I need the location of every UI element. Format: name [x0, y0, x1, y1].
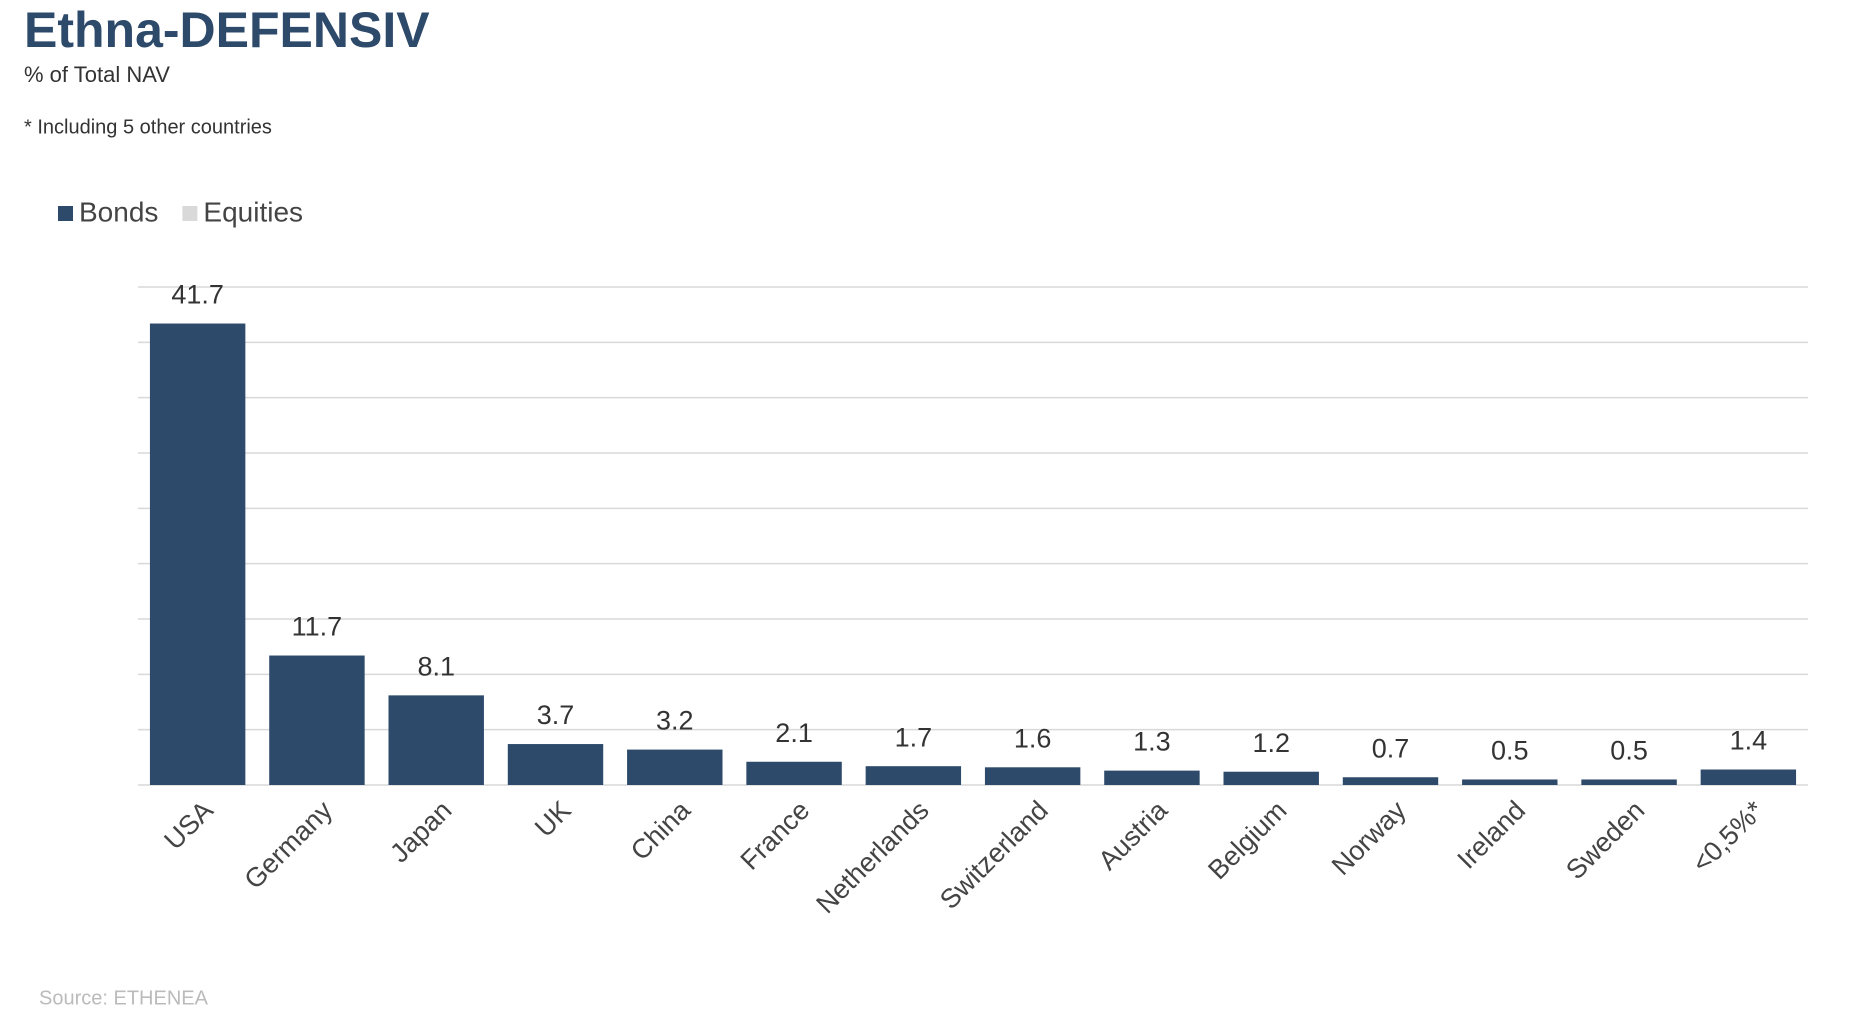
- data-label: 1.7: [895, 722, 933, 752]
- data-label: 41.7: [171, 280, 224, 310]
- annotation: * Including 5 other countries: [24, 116, 272, 138]
- x-tick-label: Switzerland: [934, 795, 1054, 915]
- x-tick-label: Austria: [1093, 794, 1174, 875]
- data-label: 0.5: [1491, 736, 1529, 766]
- x-tick-label: Ireland: [1451, 795, 1531, 875]
- data-label: 0.7: [1372, 733, 1410, 763]
- legend-swatch: [58, 206, 73, 221]
- data-label: 3.7: [537, 700, 575, 730]
- data-label: 3.2: [656, 706, 694, 736]
- x-tick-label: China: [625, 794, 697, 866]
- x-tick-label: Japan: [384, 795, 457, 868]
- x-tick-label: Netherlands: [810, 795, 934, 919]
- bar: [1342, 777, 1439, 785]
- x-tick-label: USA: [158, 795, 218, 855]
- chart-title: Ethna-DEFENSIV: [24, 2, 430, 58]
- bar: [746, 761, 842, 785]
- bar: [507, 744, 604, 785]
- legend-label: Bonds: [79, 196, 158, 227]
- legend-label: Equities: [203, 196, 303, 227]
- bar: [627, 749, 723, 785]
- data-label: 1.3: [1133, 727, 1171, 757]
- bar: [1104, 770, 1200, 785]
- data-label: 1.4: [1730, 726, 1768, 756]
- data-label: 0.5: [1610, 736, 1648, 766]
- x-tick-label: <0,5%*: [1686, 795, 1770, 879]
- x-tick-label: Norway: [1326, 795, 1412, 881]
- data-label: 11.7: [292, 612, 343, 642]
- bar: [1462, 779, 1558, 785]
- data-label: 1.6: [1014, 723, 1052, 753]
- x-tick-label: UK: [529, 795, 577, 843]
- chart-subtitle: % of Total NAV: [24, 62, 170, 87]
- bar: [388, 695, 484, 785]
- x-tick-label: France: [735, 795, 816, 876]
- data-label: 8.1: [417, 651, 455, 681]
- source: Source: ETHENEA: [39, 987, 209, 1009]
- data-label: 2.1: [775, 718, 813, 748]
- data-label: 1.2: [1252, 728, 1290, 758]
- bar: [1581, 779, 1677, 785]
- bar: [1700, 769, 1797, 785]
- x-tick-label: Belgium: [1202, 795, 1292, 885]
- x-tick-label: Germany: [238, 795, 338, 895]
- bar: [269, 655, 365, 785]
- bar: [984, 767, 1081, 785]
- legend-swatch: [182, 206, 198, 221]
- bar: [1223, 771, 1319, 785]
- bar: [865, 766, 962, 785]
- x-tick-label: Sweden: [1560, 795, 1650, 885]
- bar: [149, 323, 246, 785]
